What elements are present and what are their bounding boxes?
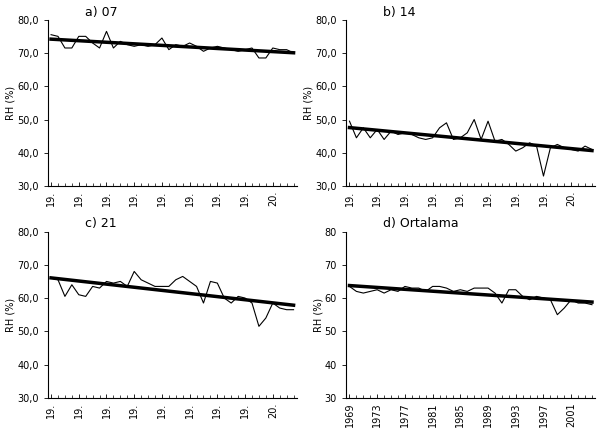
Text: a) 07: a) 07: [85, 6, 118, 19]
Y-axis label: RH (%): RH (%): [5, 86, 16, 120]
Text: c) 21: c) 21: [85, 217, 117, 230]
Y-axis label: RH (%): RH (%): [304, 86, 314, 120]
Y-axis label: RH (%): RH (%): [313, 297, 323, 332]
Y-axis label: RH (%): RH (%): [5, 297, 16, 332]
Text: b) 14: b) 14: [383, 6, 416, 19]
Text: d) Ortalama: d) Ortalama: [383, 217, 459, 230]
